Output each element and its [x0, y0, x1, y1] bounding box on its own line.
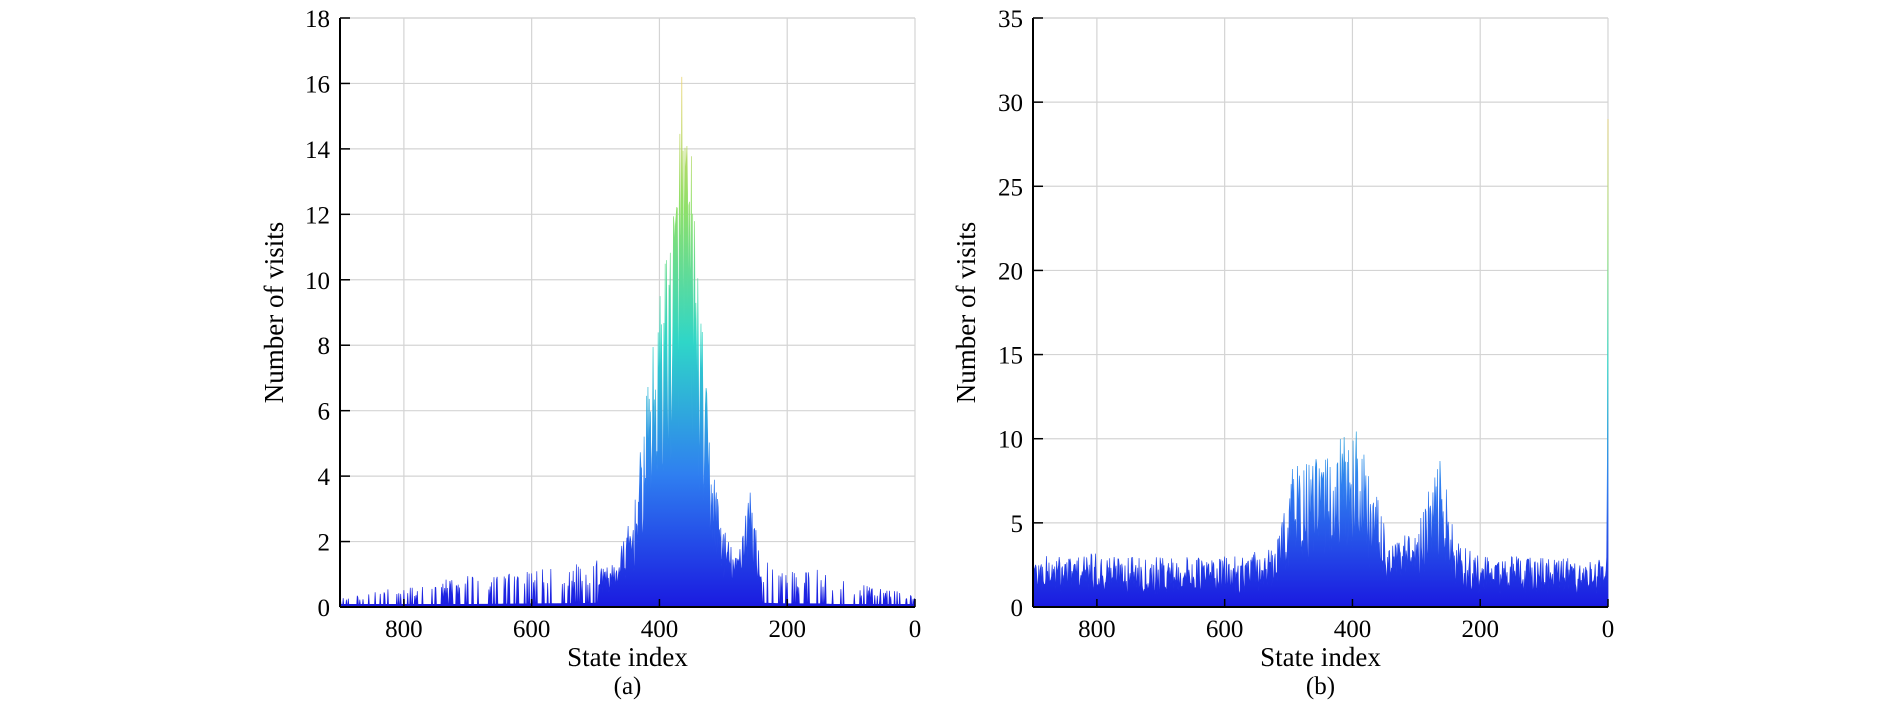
y-tick-label: 18 [305, 6, 330, 33]
y-tick-label: 12 [305, 202, 330, 229]
x-tick-label: 800 [385, 616, 423, 643]
x-axis-label: State index [1260, 642, 1381, 672]
y-tick-label: 2 [318, 530, 331, 557]
y-tick-label: 15 [998, 343, 1023, 370]
y-tick-label: 8 [318, 333, 331, 360]
x-axis-label: State index [567, 642, 688, 672]
y-tick-label: 4 [318, 464, 331, 491]
y-axis-label: Number of visits [259, 222, 289, 404]
visits-area-series [1032, 118, 1609, 608]
y-tick-label: 0 [1011, 595, 1024, 622]
x-tick-label: 200 [1461, 616, 1499, 643]
y-tick-label: 16 [305, 71, 330, 98]
x-tick-label: 400 [1334, 616, 1372, 643]
y-tick-label: 6 [318, 399, 331, 426]
y-axis-label: Number of visits [951, 222, 981, 404]
y-tick-label: 30 [998, 90, 1023, 117]
y-tick-label: 10 [305, 268, 330, 295]
panel-caption: (b) [1306, 673, 1335, 700]
x-tick-label: 800 [1078, 616, 1116, 643]
chart-panel-b: 800 600 400 200 0 0 5 10 15 20 25 30 35 State index Nu… [951, 6, 1614, 700]
y-tick-label: 5 [1011, 511, 1024, 538]
chart-panel-a: 800 600 400 200 0 0 2 4 6 8 10 12 14 16 18 State index N… [259, 6, 921, 700]
y-tick-label: 35 [998, 6, 1023, 33]
x-tick-label: 200 [768, 616, 806, 643]
visits-area-series [339, 76, 916, 608]
y-tick-label: 0 [318, 595, 331, 622]
y-tick-label: 14 [305, 137, 331, 164]
x-tick-label: 0 [1602, 616, 1615, 643]
panel-caption: (a) [614, 673, 642, 700]
y-tick-label: 25 [998, 174, 1023, 201]
x-tick-label: 400 [641, 616, 679, 643]
x-tick-label: 600 [1206, 616, 1244, 643]
y-tick-label: 10 [998, 427, 1023, 454]
x-tick-label: 600 [513, 616, 551, 643]
x-tick-label: 0 [909, 616, 922, 643]
y-tick-label: 20 [998, 258, 1023, 285]
